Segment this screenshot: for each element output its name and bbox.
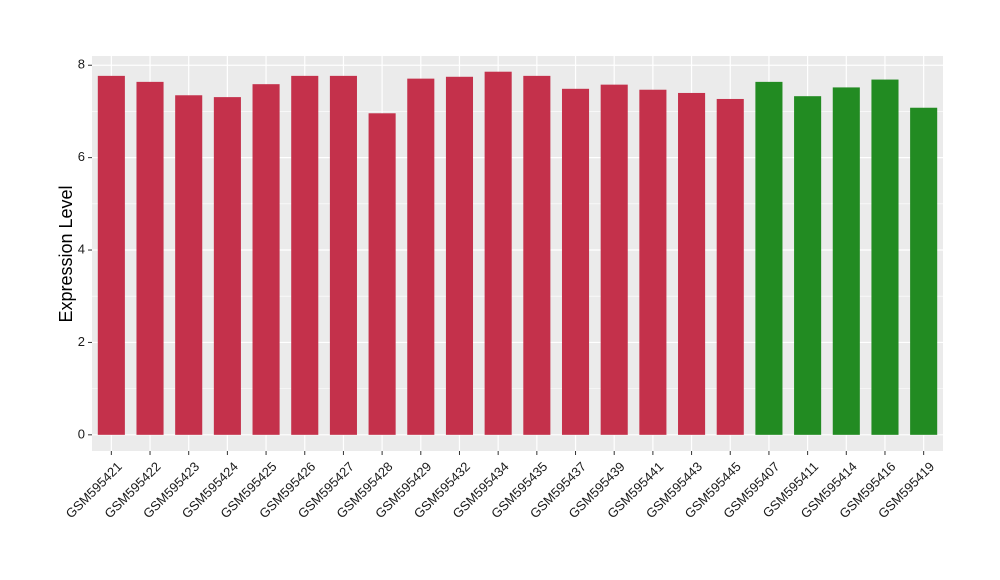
y-tick-label: 8 (78, 57, 85, 72)
bars (97, 71, 938, 435)
x-axis: GSM595421GSM595422GSM595423GSM595424GSM5… (63, 451, 937, 521)
bar-GSM595429 (407, 78, 435, 435)
bar-GSM595419 (910, 107, 938, 435)
bar-GSM595428 (368, 113, 396, 435)
bar-GSM595434 (484, 71, 512, 435)
bar-GSM595424 (213, 97, 241, 435)
bar-GSM595432 (445, 76, 474, 435)
bar-GSM595416 (871, 79, 899, 435)
bar-GSM595443 (678, 92, 706, 435)
y-tick-label: 6 (78, 149, 85, 164)
bar-GSM595421 (97, 75, 125, 435)
y-tick-label: 2 (78, 334, 85, 349)
bar-GSM595423 (175, 95, 203, 435)
y-axis-title: Expression Level (56, 185, 76, 322)
y-tick-label: 4 (78, 241, 85, 256)
bar-GSM595437 (561, 88, 590, 435)
y-axis: 0 2 4 6 8 (78, 57, 92, 441)
bar-GSM595441 (639, 89, 667, 435)
bar-GSM595422 (136, 81, 164, 435)
bar-GSM595425 (252, 84, 280, 435)
bar-GSM595445 (716, 98, 744, 435)
bar-GSM595427 (329, 75, 357, 435)
y-tick-label: 0 (78, 426, 85, 441)
bar-GSM595414 (832, 87, 860, 435)
bar-GSM595411 (794, 96, 822, 435)
bar-GSM595407 (755, 81, 783, 435)
bar-GSM595439 (600, 84, 628, 435)
bar-GSM595435 (523, 75, 551, 435)
bar-GSM595426 (291, 75, 319, 435)
